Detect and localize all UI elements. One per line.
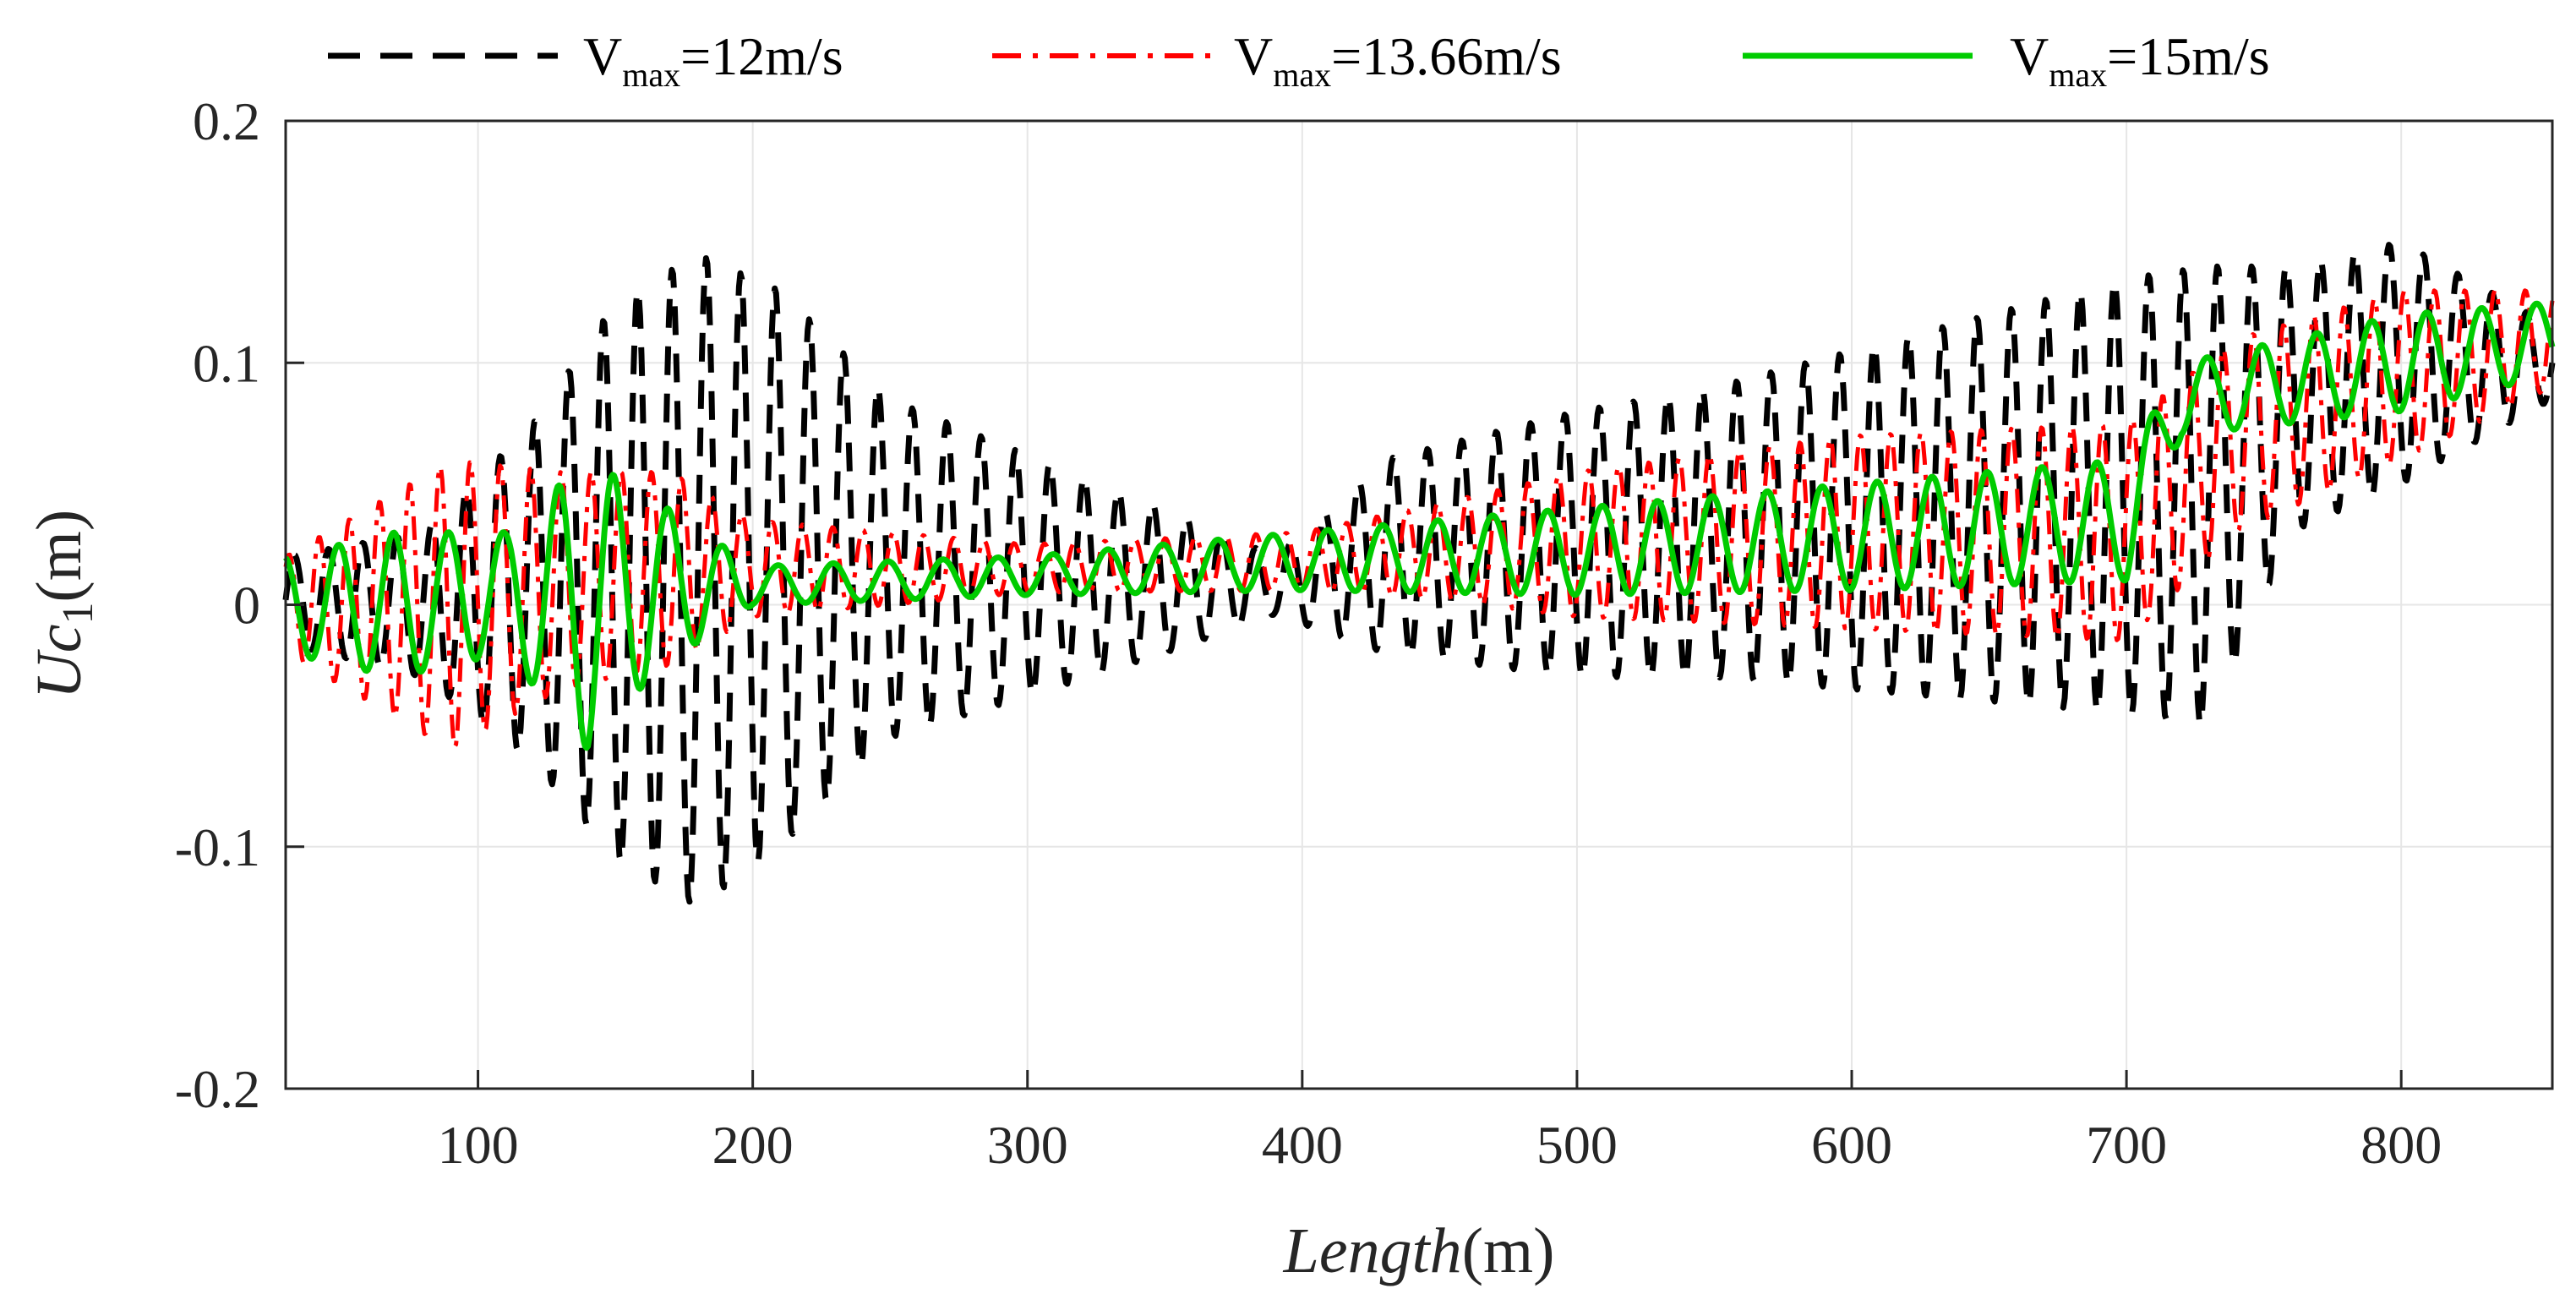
x-axis-label-name: Length (1283, 1215, 1462, 1286)
y-axis-label-unit: (m) (24, 510, 95, 603)
y-tick-label: 0.1 (193, 333, 260, 393)
series-vmax-13-66 (283, 288, 2555, 750)
y-tick-label: 0.2 (193, 91, 260, 151)
y-axis-label-name: Uc (24, 625, 95, 700)
y-tick-label: -0.2 (175, 1059, 260, 1119)
legend-entry-12: Vmax=12m/s (328, 26, 843, 94)
plot-series (282, 242, 2556, 905)
legend-label-13-66: Vmax=13.66m/s (1234, 26, 1562, 94)
x-tick-label: 500 (1536, 1115, 1618, 1175)
y-tick-label: -0.1 (175, 817, 260, 877)
legend-label-12: Vmax=12m/s (583, 26, 843, 94)
x-axis-label: Length(m) (1283, 1215, 1555, 1286)
legend-entry-15: Vmax=15m/s (1743, 26, 2270, 94)
x-tick-label: 600 (1811, 1115, 1892, 1175)
x-tick-label: 700 (2086, 1115, 2167, 1175)
series-vmax-12 (282, 242, 2556, 905)
legend-entry-13-66: Vmax=13.66m/s (992, 26, 1562, 94)
legend-label-15: Vmax=15m/s (2010, 26, 2270, 94)
x-tick-label: 100 (438, 1115, 519, 1175)
y-axis-label-subscript: 1 (54, 603, 102, 625)
x-axis-ticks: 100 200 300 400 500 600 700 800 (438, 1070, 2442, 1175)
x-tick-label: 400 (1262, 1115, 1343, 1175)
y-tick-label: 0 (233, 576, 260, 636)
y-axis-ticks: -0.2 -0.1 0 0.1 0.2 (175, 91, 304, 1119)
series-vmax-15 (283, 300, 2556, 751)
legend: Vmax=12m/s Vmax=13.66m/s Vmax=15m/s (328, 26, 2270, 94)
x-tick-label: 300 (987, 1115, 1068, 1175)
x-tick-label: 200 (712, 1115, 794, 1175)
x-axis-label-unit: (m) (1462, 1215, 1555, 1286)
x-tick-label: 800 (2360, 1115, 2442, 1175)
y-axis-label: Uc1(m) (24, 510, 102, 699)
